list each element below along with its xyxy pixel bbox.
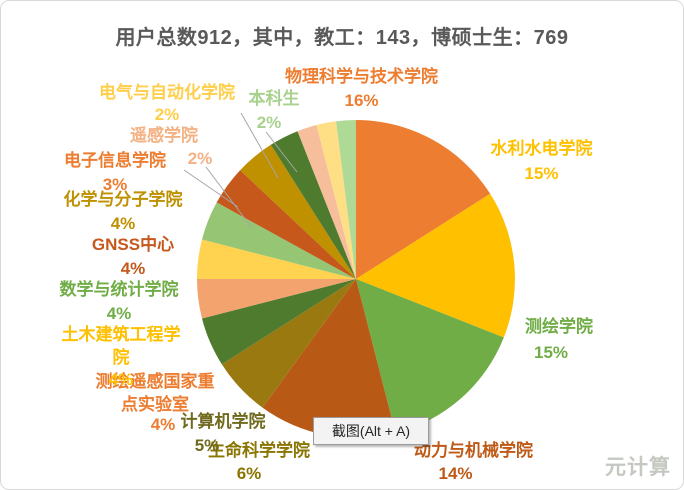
pie-slice — [316, 121, 356, 279]
slice-label-name: 测绘遥感国家重点实验室 — [95, 372, 215, 414]
leader-line — [240, 112, 279, 179]
pie-slice — [356, 279, 504, 433]
leader-line — [183, 169, 239, 208]
pie-slice — [202, 279, 356, 365]
slice-label-name: 测绘学院 — [525, 317, 593, 336]
pie-slice — [202, 202, 356, 279]
pie-slice — [216, 170, 356, 279]
slice-label-pct: 2% — [187, 149, 213, 168]
pie-slice — [240, 144, 356, 279]
pie-slices — [197, 120, 515, 438]
slice-label-name: 计算机学院 — [180, 412, 266, 431]
slice-label-name: 遥感学院 — [130, 126, 198, 145]
slice-label-name: 动力与机械学院 — [414, 441, 533, 460]
slice-label-name: 生命科学学院 — [208, 441, 310, 460]
slice-label-pct: 2% — [154, 105, 180, 124]
slice-label-pct: 2% — [256, 113, 282, 132]
pie-slice — [356, 193, 515, 338]
slice-label-pct: 16% — [344, 91, 379, 110]
slice-label-pct: 4% — [110, 214, 136, 233]
slice-label-pct: 6% — [236, 464, 262, 483]
pie-slice — [336, 120, 356, 279]
chart-title: 用户总数912，其中，教工：143，博硕士生：769 — [115, 27, 569, 49]
watermark: 元计算 — [605, 456, 671, 479]
slice-label-name: 电气与自动化学院 — [99, 83, 235, 102]
slice-label-pct: 4% — [150, 415, 176, 434]
slice-label-pct: 14% — [438, 464, 473, 483]
leader-line — [265, 131, 298, 173]
slice-label-pct: 3% — [102, 175, 128, 194]
slice-label-pct: 4% — [120, 259, 146, 278]
label-leader-lines — [183, 112, 298, 229]
slice-label-pct: 15% — [524, 164, 559, 183]
slice-label-name: GNSS中心 — [91, 235, 175, 254]
slice-label-name: 电子信息学院 — [64, 151, 166, 170]
slice-label-name: 物理科学与技术学院 — [285, 67, 438, 86]
slice-label-pct: 5% — [194, 436, 220, 455]
screenshot-tooltip: 截图(Alt + A) — [313, 417, 429, 445]
pie-slice — [197, 239, 356, 279]
slice-label-name: 水利水电学院 — [490, 139, 593, 158]
slice-label-pct: 15% — [533, 343, 569, 362]
pie-slice — [297, 125, 356, 279]
slice-label-name: 本科生 — [248, 89, 300, 108]
slice-label-pct: 4% — [108, 370, 134, 389]
pie-slice — [356, 120, 491, 279]
pie-slice — [221, 279, 356, 408]
leader-line — [205, 166, 253, 229]
pie-slice — [270, 131, 356, 279]
pie-slice — [197, 279, 356, 319]
pie-slice — [262, 279, 396, 438]
slice-label-name: 土木建筑工程学院 — [61, 325, 181, 367]
slice-label-name: 化学与分子学院 — [63, 190, 183, 209]
slice-label-name: 数学与统计学院 — [59, 280, 179, 299]
slice-label-pct: 4% — [106, 304, 132, 323]
